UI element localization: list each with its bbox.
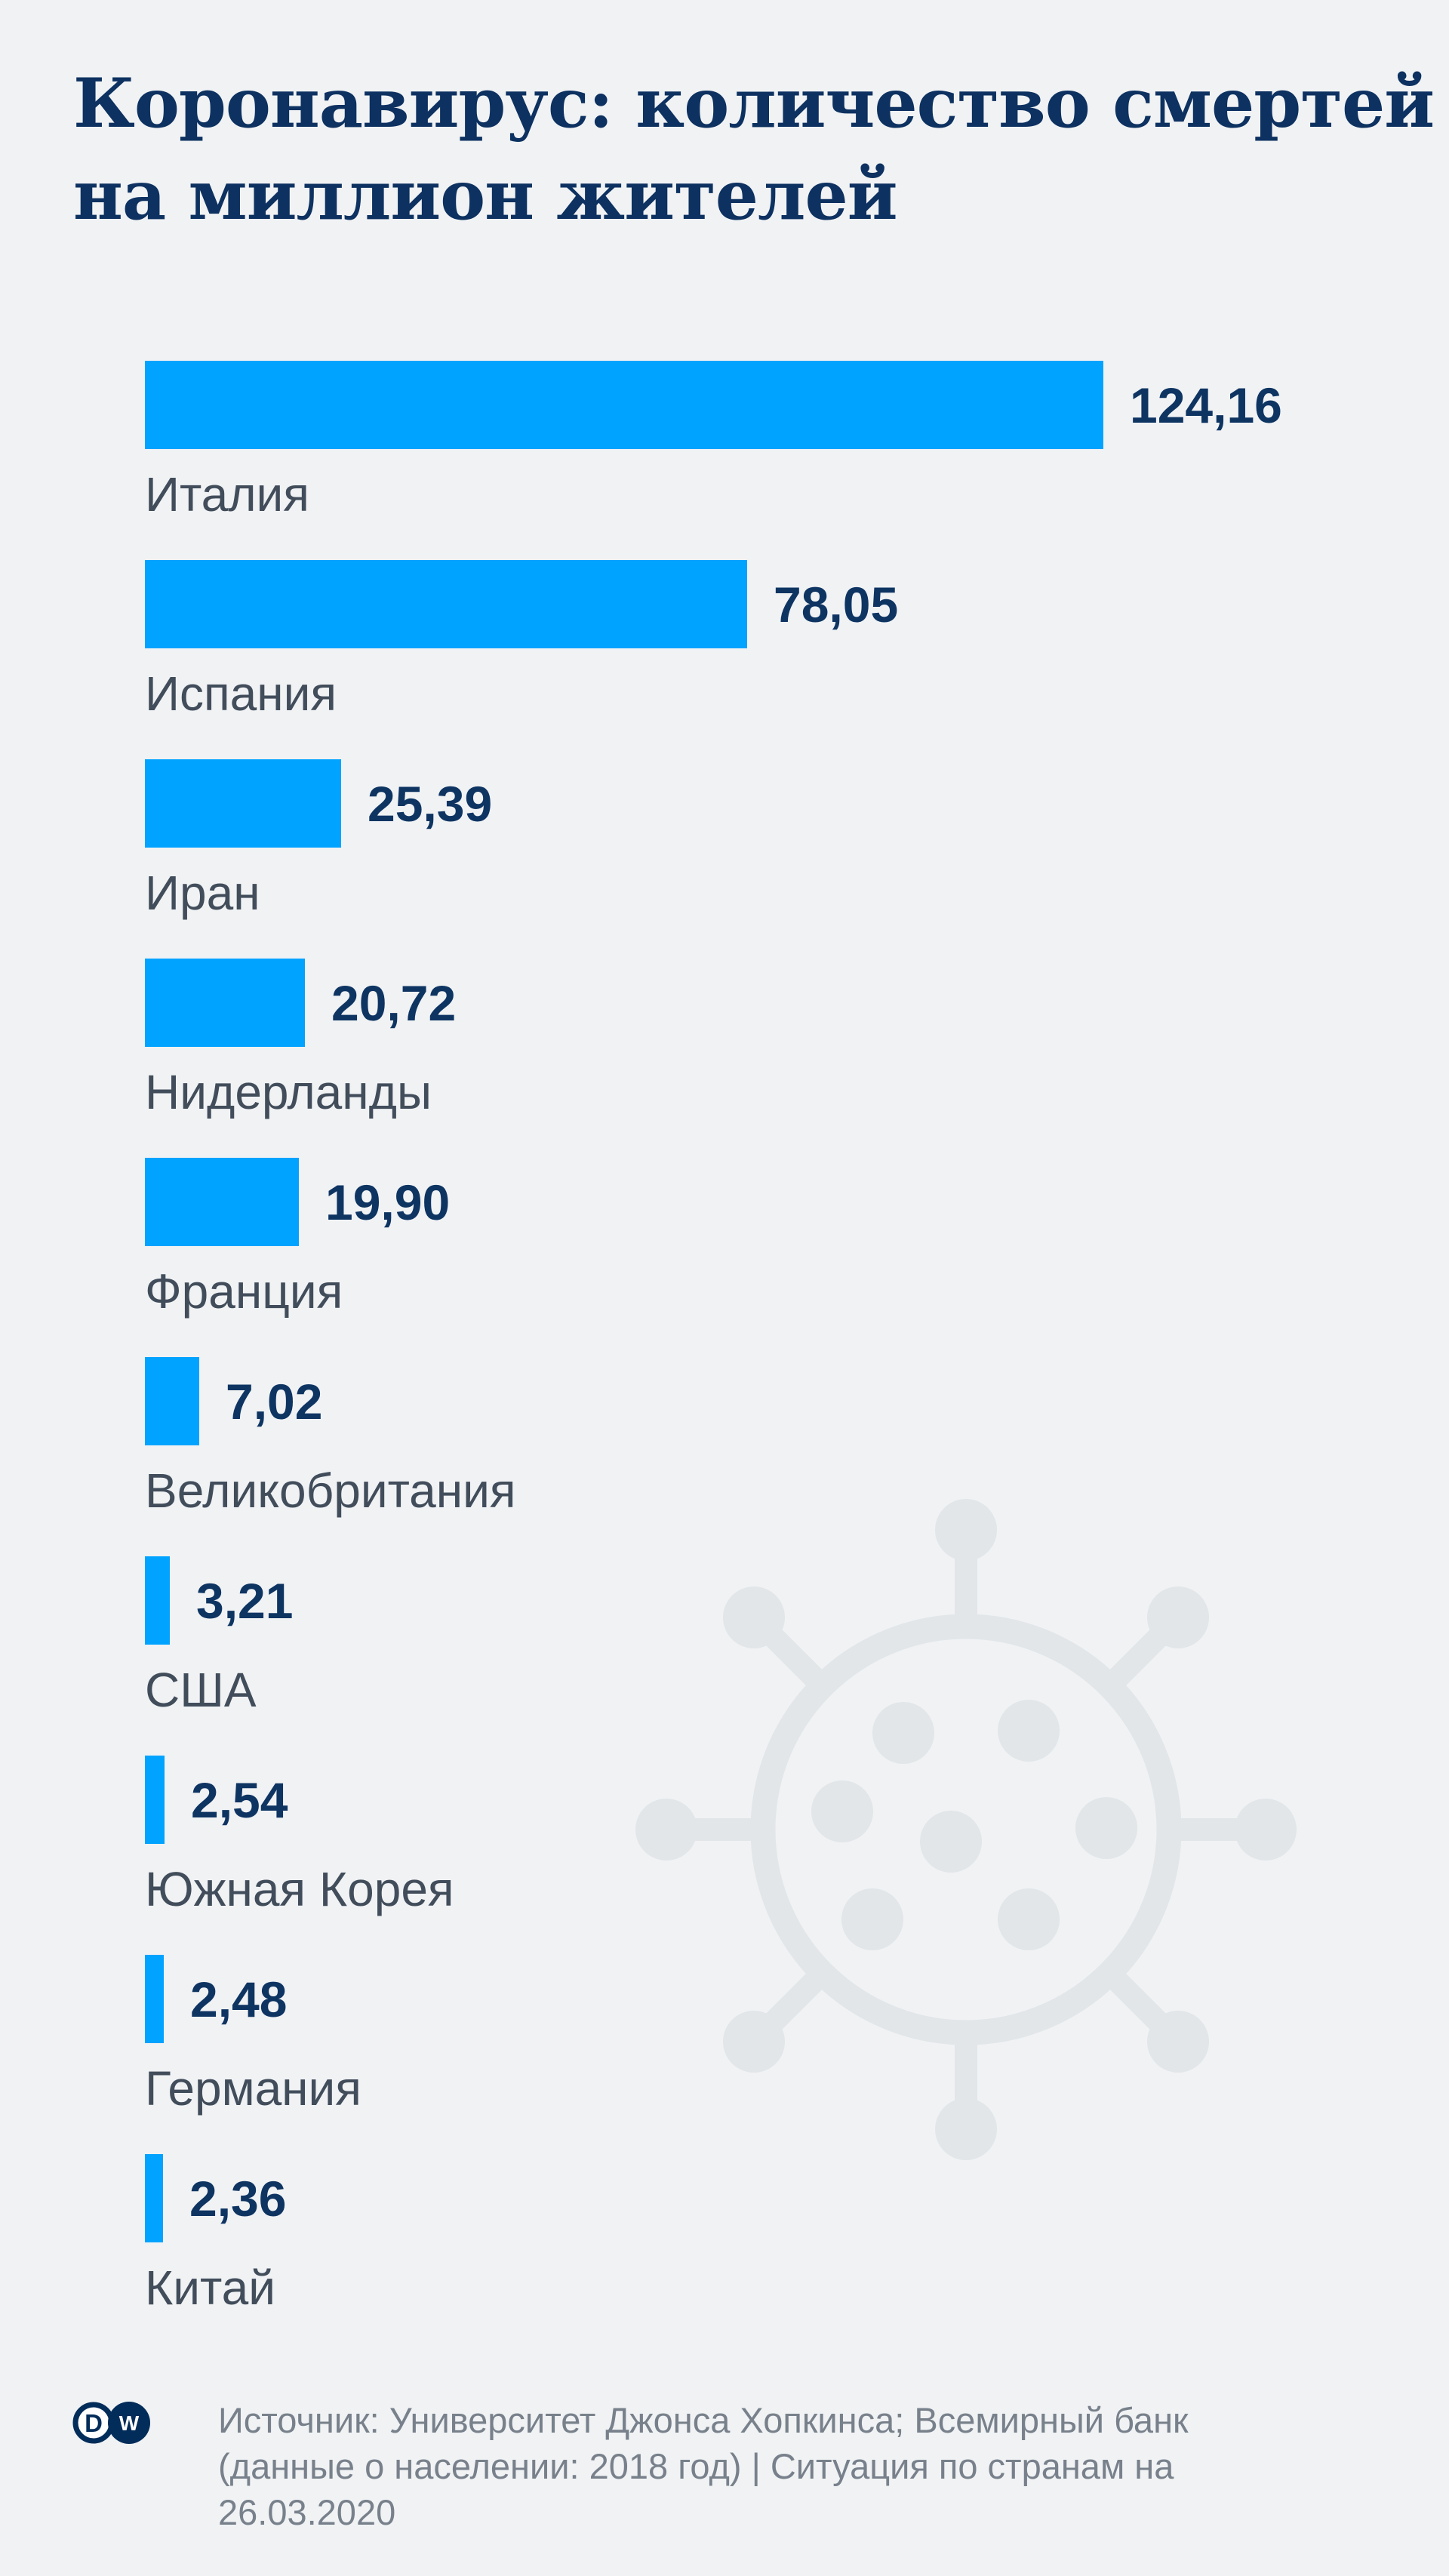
bar-value: 19,90	[325, 1174, 451, 1230]
bar-row: 78,05 Испания	[145, 560, 1282, 718]
bar-country-label: Италия	[145, 467, 309, 522]
bar-country-label: Франция	[145, 1264, 343, 1319]
bar	[145, 560, 747, 648]
page-title-line-2: на миллион жителей	[73, 155, 898, 235]
source-line-1: Источник: Университет Джонса Хопкинса; В…	[218, 2400, 1189, 2440]
bar-value: 20,72	[331, 974, 457, 1031]
bar-row: 25,39 Иран	[145, 759, 1282, 917]
bar	[145, 759, 341, 848]
bar-value: 3,21	[196, 1572, 294, 1629]
bar-row: 124,16 Италия	[145, 361, 1282, 519]
bar	[145, 1955, 164, 2043]
bar	[145, 1556, 170, 1645]
bar	[145, 361, 1103, 449]
bar	[145, 2154, 163, 2242]
bar-value: 2,54	[191, 1771, 288, 1828]
page-title: Коронавирус: количество смертей на милли…	[73, 57, 1435, 242]
page-title-line-1: Коронавирус: количество смертей	[73, 63, 1435, 143]
bar-value: 2,36	[189, 2170, 287, 2227]
bar-country-label: США	[145, 1663, 257, 1717]
bar-row: 7,02 Великобритания	[145, 1357, 1282, 1515]
bar-value: 7,02	[226, 1373, 323, 1430]
bar	[145, 1357, 199, 1445]
bar-value: 25,39	[368, 775, 493, 832]
bar-country-label: Испания	[145, 666, 337, 721]
dw-logo-d-letter: D	[85, 2409, 103, 2437]
bar-row: 2,54 Южная Корея	[145, 1756, 1282, 1913]
dw-logo: D W	[72, 2402, 150, 2444]
bar-row: 2,48 Германия	[145, 1955, 1282, 2113]
source-line-2: (данные о населении: 2018 год) | Ситуаци…	[218, 2446, 1174, 2486]
bar-country-label: Великобритания	[145, 1463, 516, 1518]
bar-value: 2,48	[190, 1971, 288, 2027]
bar-country-label: Иран	[145, 866, 260, 920]
bar-value: 78,05	[774, 576, 899, 632]
bar-value: 124,16	[1130, 377, 1282, 433]
bar-country-label: Нидерланды	[145, 1065, 432, 1119]
bar-row: 2,36 Китай	[145, 2154, 1282, 2312]
bar-country-label: Китай	[145, 2261, 275, 2315]
bar-country-label: Германия	[145, 2061, 361, 2116]
bar	[145, 1756, 165, 1844]
bar-chart: 124,16 Италия 78,05 Испания 25,39 Иран 2…	[145, 361, 1282, 2353]
dw-logo-w-disc	[108, 2402, 150, 2444]
bar-row: 20,72 Нидерланды	[145, 959, 1282, 1116]
coronavirus-watermark-icon	[635, 1499, 1297, 2160]
bar-row: 3,21 США	[145, 1556, 1282, 1714]
bar-row: 19,90 Франция	[145, 1158, 1282, 1316]
dw-logo-w-letter: W	[119, 2411, 140, 2435]
bar-country-label: Южная Корея	[145, 1862, 454, 1916]
bar	[145, 1158, 299, 1246]
source-note: Источник: Университет Джонса Хопкинса; В…	[218, 2397, 1189, 2535]
bar	[145, 959, 305, 1047]
source-line-3: 26.03.2020	[218, 2492, 396, 2532]
